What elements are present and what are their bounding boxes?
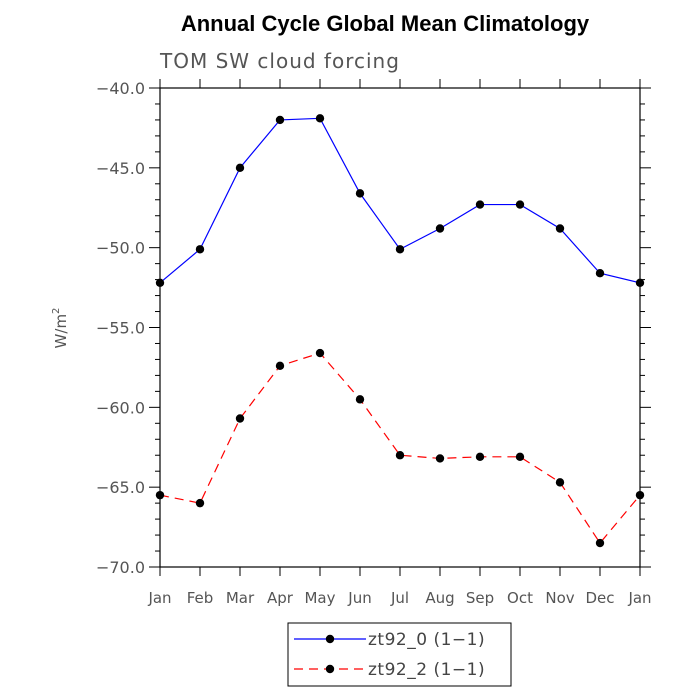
series-2-point — [475, 452, 485, 462]
y-tick-label: −45.0 — [96, 159, 145, 178]
x-tick-label: Jul — [390, 589, 409, 607]
svg-text:W/m2: W/m2 — [51, 308, 70, 349]
x-tick-label: Sep — [466, 589, 494, 607]
x-tick-label: Nov — [545, 589, 574, 607]
series-2-point — [595, 538, 605, 548]
y-tick-label: −50.0 — [96, 239, 145, 258]
x-tick-label: Jan — [627, 589, 651, 607]
series-2-point — [355, 395, 365, 404]
y-axis-label: W/m2 — [51, 308, 70, 349]
legend-box — [287, 622, 512, 687]
series-2-point — [315, 348, 325, 358]
x-tick-label: Dec — [585, 589, 614, 607]
series-2-point — [195, 498, 205, 508]
series-2-point — [635, 490, 645, 500]
x-tick-label: Jun — [347, 589, 371, 607]
series-1-point — [235, 163, 245, 173]
series-2-point — [435, 454, 445, 463]
x-tick-label: Aug — [425, 589, 454, 607]
series-1-point — [515, 200, 525, 209]
y-tick-label: −70.0 — [96, 558, 145, 577]
series-1-point — [355, 189, 365, 198]
x-tick-label: Mar — [226, 589, 255, 607]
x-tick-label: Apr — [267, 589, 294, 607]
x-tick-label: Feb — [187, 589, 214, 607]
legend-marker-2 — [325, 664, 335, 674]
series-1-point — [555, 224, 565, 233]
x-tick-label: Oct — [507, 589, 533, 607]
chart-title: Annual Cycle Global Mean Climatology — [181, 11, 590, 36]
series-1-point — [155, 278, 165, 287]
y-tick-label: −60.0 — [96, 398, 145, 417]
legend-marker-1 — [325, 634, 335, 644]
series-2-point — [555, 478, 565, 487]
series-2-point — [235, 414, 245, 423]
series-1-point — [195, 245, 205, 254]
series-1-point — [635, 278, 645, 287]
series-2-point — [275, 361, 285, 371]
series-1-point — [275, 115, 285, 125]
series-line-1 — [159, 117, 641, 284]
series-2-point — [395, 451, 405, 460]
x-tick-label: May — [304, 589, 335, 607]
x-tick-label: Jan — [147, 589, 171, 607]
y-tick-label: −55.0 — [96, 319, 145, 338]
series-1-point — [315, 114, 325, 123]
series-line-2 — [159, 352, 641, 545]
series-2-point — [155, 490, 165, 500]
series-1-point — [395, 245, 405, 254]
y-tick-label: −40.0 — [96, 79, 145, 98]
legend-label-1: zt92_0 (1−1) — [368, 630, 485, 650]
series-1-point — [595, 269, 605, 278]
y-axis-label-exponent: 2 — [51, 308, 62, 314]
chart-subtitle: TOM SW cloud forcing — [159, 49, 400, 73]
y-tick-label: −65.0 — [96, 478, 145, 497]
series-1-point — [475, 200, 485, 209]
series-1-point — [435, 224, 445, 233]
legend-label-2: zt92_2 (1−1) — [368, 660, 485, 680]
y-axis-label-base: W/m — [52, 314, 70, 349]
series-2-point — [515, 452, 525, 462]
